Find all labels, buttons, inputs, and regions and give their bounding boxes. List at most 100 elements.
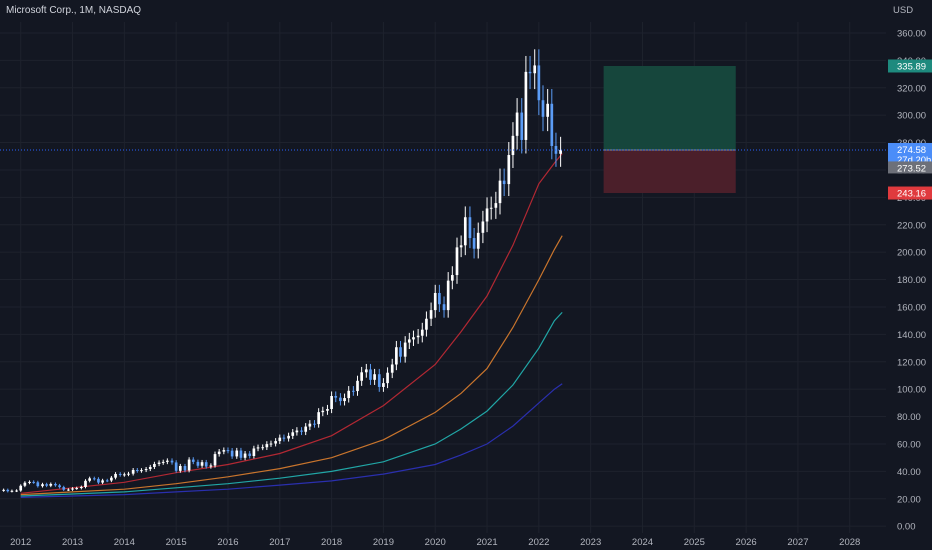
candle [425,311,428,337]
candle-body [183,466,187,471]
candle [382,378,385,392]
candle-body [455,247,459,276]
candle [58,483,61,489]
candle [252,445,256,459]
candle-body [131,469,135,474]
candle-body [278,437,282,442]
candle-body [71,488,74,490]
candle [334,391,338,403]
candle-body [425,318,428,330]
candle [105,478,109,483]
target-price-tag: 335.89 [888,59,932,73]
loss-zone [603,149,736,194]
candle [459,235,463,258]
candle [131,468,135,476]
candle [84,479,87,489]
time-axis[interactable]: 2012 2013 2014 2015 2016 2017 2018 2019 2020 2021… [10,537,860,548]
candle [178,463,182,473]
current-price-tag-text: 27d 20h [897,155,931,166]
candle-body [269,443,273,445]
candle [343,393,346,406]
candle [213,451,217,468]
candle [308,420,312,431]
candle-body [19,485,23,491]
candle-body [339,397,342,402]
position-zones [603,65,736,194]
candle [559,136,562,167]
candle-body [541,100,545,117]
candle [537,49,541,116]
candle-body [148,466,152,470]
moving-average-line [20,235,563,496]
previous-close-tag-bg [888,161,932,174]
candle-body [49,483,53,486]
y-tick-label: 220.00 [897,220,926,231]
candle [88,476,91,483]
candle [269,440,273,447]
x-tick-label: 2012 [10,537,31,548]
candle [166,458,169,465]
candle-body [239,450,243,458]
candle-body [196,461,200,466]
candle [248,451,252,459]
candle [481,210,485,244]
candle-body [105,480,109,482]
current-price-tag-text: 274.58 [897,145,926,156]
candle [265,441,269,451]
moving-averages [20,153,563,498]
candle [407,332,411,349]
previous-close-tag-text: 273.52 [897,163,926,174]
candle [226,447,230,454]
candle [395,340,398,371]
candle-body [463,217,467,246]
candle [515,98,519,150]
y-tick-label: 360.00 [897,28,926,39]
moving-average-line [20,153,563,494]
candle-body [200,462,204,466]
candle [222,447,226,455]
candle [433,284,437,318]
candle-body [222,450,226,452]
candle [485,197,489,233]
y-tick-label: 200.00 [897,248,926,259]
candle [546,89,550,132]
candle [472,227,476,259]
candle [118,472,122,477]
candlesticks [2,49,562,493]
candle-body [170,460,174,463]
candle-body [489,207,493,209]
candle [347,386,351,403]
candle-body [459,245,463,248]
candle [282,434,286,442]
x-tick-label: 2020 [425,537,446,548]
candle-body [135,469,139,471]
candle [420,322,424,343]
candle [261,444,265,451]
candle [187,457,191,473]
previous-close-tag: 273.52 [888,161,932,174]
candle [300,427,303,436]
candle-body [438,292,441,305]
candle [377,368,381,392]
candle [295,427,299,436]
candle [110,475,113,483]
candle [49,482,53,488]
candle-body [248,453,252,457]
candle-body [213,454,217,466]
candle [71,487,74,491]
candle-body [364,369,368,373]
candle-body [97,478,100,483]
candle-body [243,453,247,458]
candle [541,85,545,132]
candle [468,206,472,249]
x-tick-label: 2014 [114,537,135,548]
candle [75,486,79,490]
candle-body [28,481,31,483]
candle-body [326,409,329,411]
candle-body [313,423,316,425]
